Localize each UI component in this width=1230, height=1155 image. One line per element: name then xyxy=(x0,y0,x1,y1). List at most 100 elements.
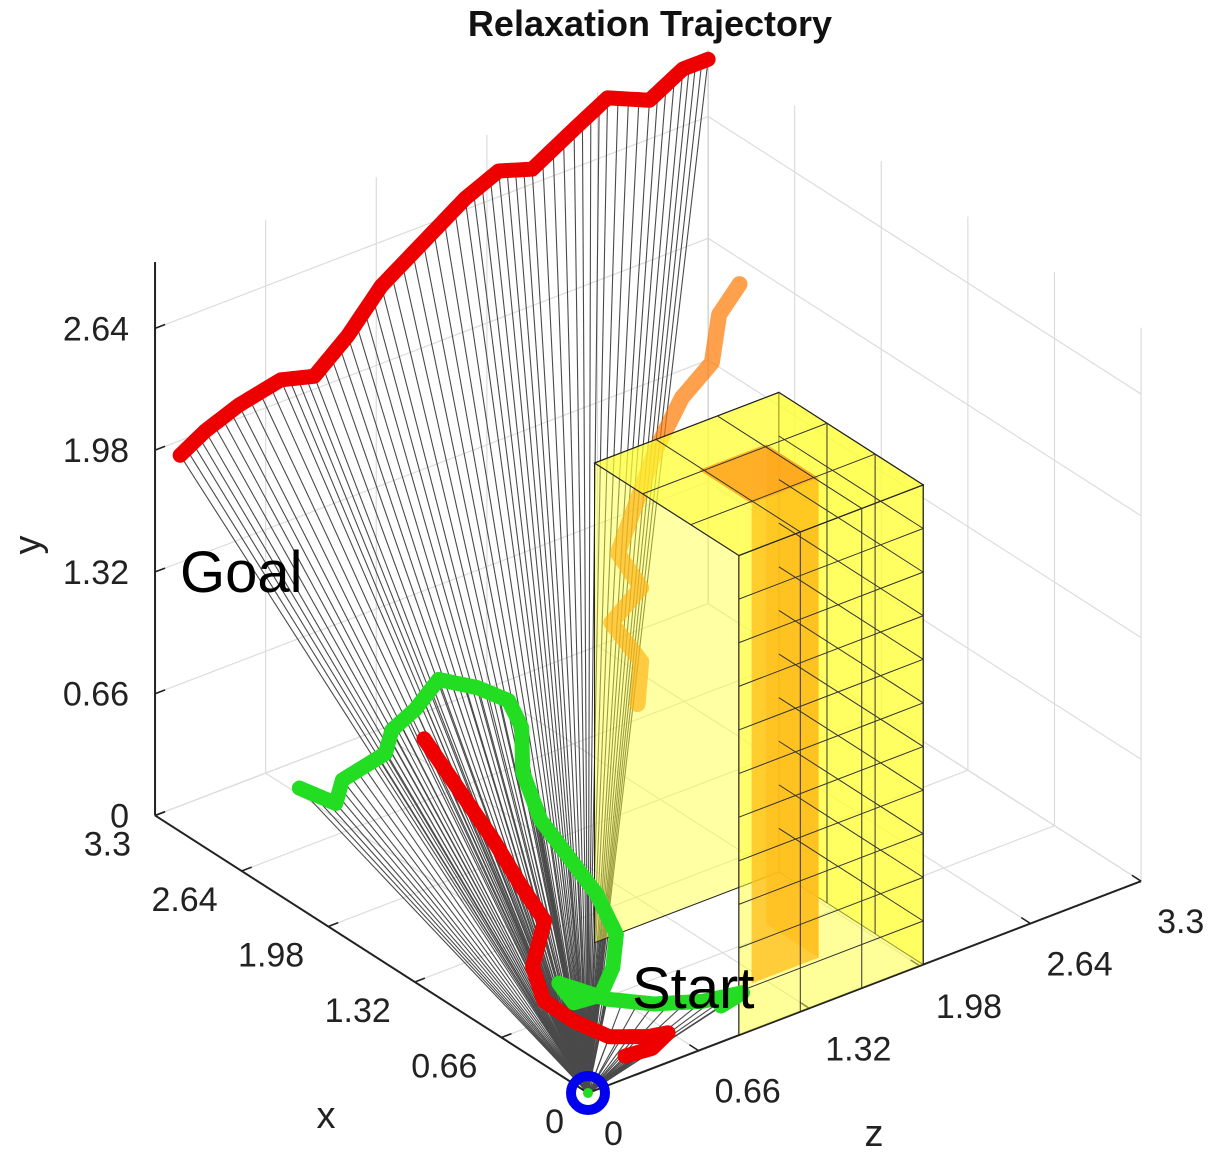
link-line xyxy=(587,98,619,1094)
obstacle-cell-line xyxy=(690,453,876,526)
z-tick xyxy=(1020,916,1031,925)
z-tick-label: 0.66 xyxy=(715,1073,781,1111)
link-line xyxy=(391,729,589,1094)
y-tick xyxy=(154,445,166,451)
obstacle-block xyxy=(593,391,925,1037)
trajectory-line xyxy=(416,731,676,1064)
z-tick-label: 1.32 xyxy=(825,1030,891,1068)
obstacle-cell-line xyxy=(778,697,924,791)
obstacle-cell-line xyxy=(738,702,924,775)
link-line xyxy=(464,198,589,1094)
link-line xyxy=(498,170,589,1094)
obstacle-cell-line xyxy=(738,920,924,993)
obstacle-cell-line xyxy=(778,479,924,573)
link-line xyxy=(389,737,589,1094)
obstacle-cell-line xyxy=(738,789,924,862)
obstacle-cell-line xyxy=(738,746,924,818)
arm-link-lines xyxy=(179,59,743,1094)
link-line xyxy=(587,113,592,1094)
link-line xyxy=(399,722,589,1094)
y-tick-label: 1.32 xyxy=(63,554,129,592)
link-line xyxy=(377,757,589,1094)
obstacle-cell-line xyxy=(738,833,924,905)
link-line xyxy=(370,762,589,1094)
link-line xyxy=(563,139,589,1094)
y-tick-label: 1.98 xyxy=(63,432,129,470)
obstacle-cell-line xyxy=(778,740,924,835)
y-tick xyxy=(154,689,166,695)
link-line xyxy=(568,857,589,1094)
obstacle-cell-line xyxy=(778,435,924,529)
y-tick-label: 2.64 xyxy=(63,310,129,348)
obstacle-cell-line xyxy=(778,610,924,704)
link-line xyxy=(323,797,589,1094)
link-line xyxy=(337,795,589,1094)
x-tick-label: 2.64 xyxy=(151,881,217,919)
link-line xyxy=(330,355,589,1094)
z-tick-label: 1.98 xyxy=(936,988,1002,1026)
y-tick-label: 0 xyxy=(110,797,129,835)
link-line xyxy=(179,454,589,1094)
obstacle-cell-line xyxy=(778,653,924,747)
base-point xyxy=(566,1071,610,1115)
obstacle-front-face xyxy=(738,484,924,1037)
goal-annotation: Goal xyxy=(180,540,303,605)
link-line xyxy=(454,209,589,1094)
link-line xyxy=(349,775,589,1094)
link-line xyxy=(391,274,589,1094)
trajectory-line xyxy=(603,276,748,713)
link-line xyxy=(298,787,589,1094)
obstacle-cell-line xyxy=(738,615,924,687)
trajectory-behind-obstacle xyxy=(603,276,748,713)
y-axis-label: y xyxy=(7,536,49,555)
y-tick-label: 0.66 xyxy=(63,676,129,714)
z-tick xyxy=(689,1044,700,1052)
x-tick-label: 1.98 xyxy=(238,936,304,974)
link-line xyxy=(356,770,589,1094)
link-line xyxy=(412,253,589,1094)
y-tick xyxy=(154,323,166,330)
link-line xyxy=(587,100,651,1094)
grid-line xyxy=(707,116,1142,395)
x-axis-line xyxy=(154,814,589,1094)
grid-line xyxy=(707,237,1142,517)
z-tick-label: 3.3 xyxy=(1157,903,1204,941)
tick-labels: 00.661.321.982.643.300.661.321.982.643.3… xyxy=(63,310,1204,1153)
obstacle-cell-line xyxy=(717,415,863,509)
obstacle-cell-line xyxy=(778,828,924,922)
link-line xyxy=(540,819,589,1094)
link-line xyxy=(472,191,589,1094)
grid-line xyxy=(154,481,709,695)
obstacle-cell-line xyxy=(738,571,924,644)
x-tick xyxy=(414,977,426,983)
link-line xyxy=(341,779,589,1094)
obstacle-cell-line xyxy=(778,522,924,617)
obstacle-cell-line xyxy=(642,422,828,495)
x-tick xyxy=(327,921,339,928)
trajectories xyxy=(172,51,750,1115)
z-tick-label: 0 xyxy=(604,1115,623,1153)
start-annotation: Start xyxy=(632,956,755,1021)
link-line xyxy=(387,745,589,1094)
x-tick xyxy=(501,1032,512,1039)
link-line xyxy=(587,97,609,1094)
grid-line xyxy=(154,115,709,329)
obstacle-cell-line xyxy=(778,566,924,660)
link-line xyxy=(506,170,589,1094)
link-line xyxy=(335,803,589,1094)
link-line xyxy=(339,787,589,1094)
trajectory-line xyxy=(172,51,716,463)
link-line xyxy=(363,766,589,1094)
base-point-center xyxy=(583,1088,593,1098)
link-line xyxy=(384,753,589,1094)
y-tick xyxy=(154,810,166,817)
link-line xyxy=(192,442,589,1094)
z-axis-label: z xyxy=(865,1113,884,1155)
x-tick-label: 1.32 xyxy=(325,992,391,1030)
obstacle-cell-line xyxy=(738,658,924,731)
link-line xyxy=(587,105,600,1094)
z-tick-label: 2.64 xyxy=(1046,946,1112,984)
link-line xyxy=(443,220,589,1094)
link-line xyxy=(489,177,589,1094)
